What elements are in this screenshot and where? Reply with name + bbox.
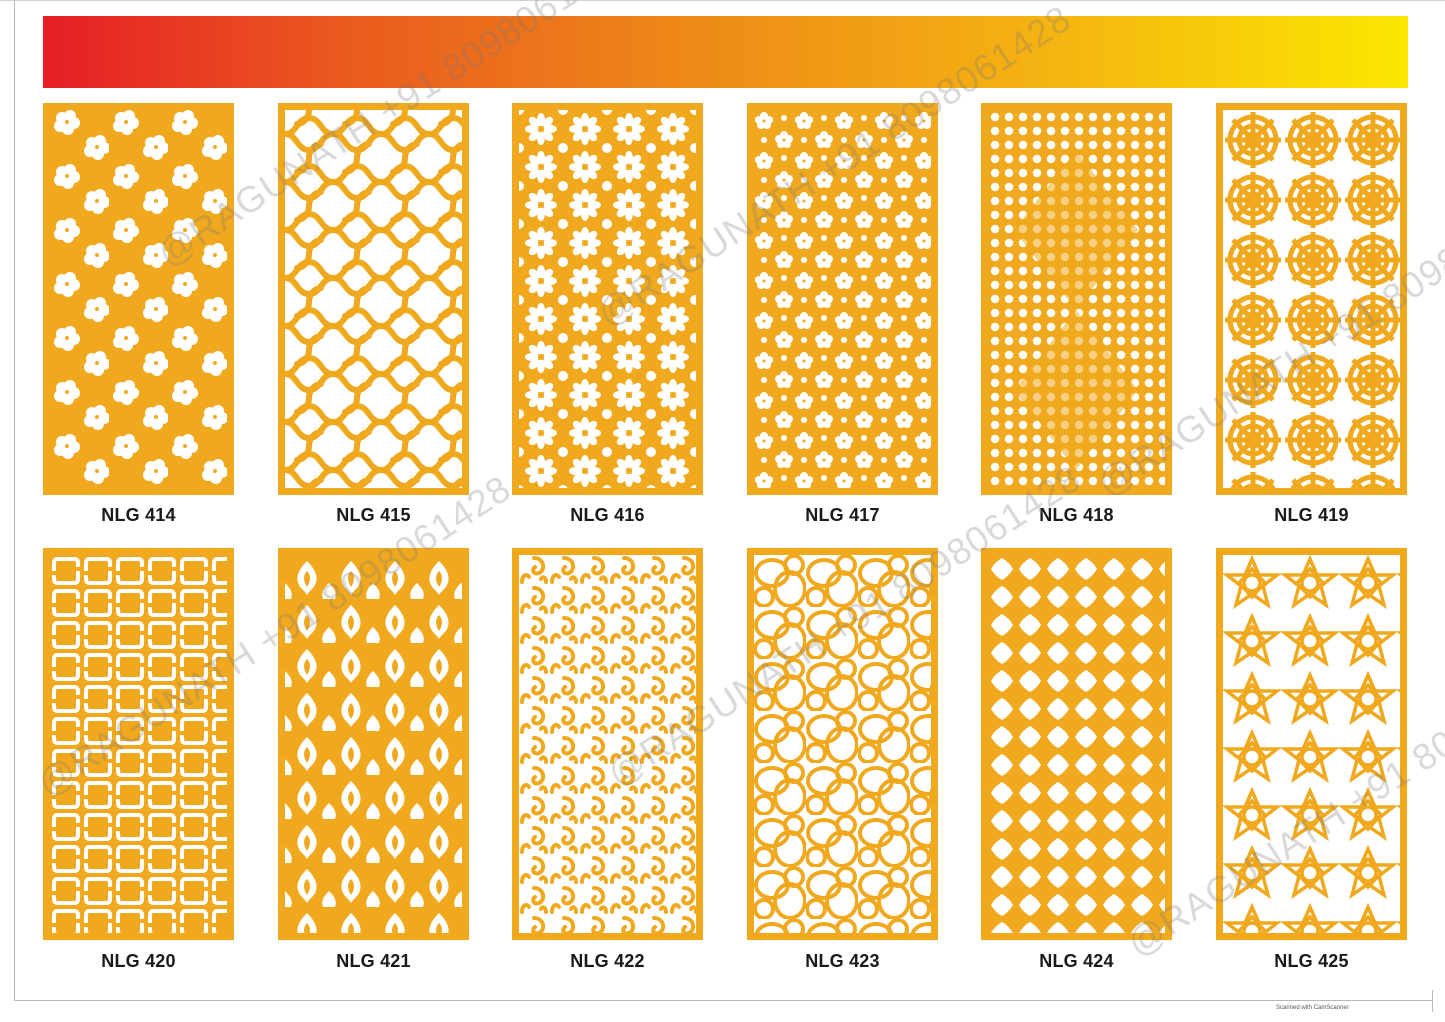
curl-pattern [519, 555, 696, 933]
panel-nlg-422[interactable] [512, 548, 703, 940]
blossom-pattern [754, 110, 931, 488]
star-pattern [1223, 555, 1400, 933]
panel-code-label: NLG 417 [805, 505, 880, 525]
panel-code-label: NLG 420 [101, 951, 176, 971]
panel-code-label: NLG 423 [805, 951, 880, 971]
panel-nlg-421[interactable] [278, 548, 469, 940]
panel-code-label: NLG 414 [101, 505, 176, 525]
panel-code-label: NLG 422 [570, 951, 645, 971]
panel-nlg-425[interactable] [1216, 548, 1407, 940]
daisy-pattern [519, 110, 696, 488]
panel-nlg-418[interactable] [981, 103, 1172, 495]
page-border-top [0, 0, 1445, 1]
panel-nlg-424[interactable] [981, 548, 1172, 940]
page-border-bottom [14, 1000, 1432, 1001]
footer-credit: Scanned with CamScanner [1276, 1005, 1349, 1011]
panel-nlg-414[interactable] [43, 103, 234, 495]
dot-pattern [988, 110, 1165, 488]
gradient-banner [43, 16, 1408, 88]
panel-nlg-420[interactable] [43, 548, 234, 940]
page-border-left [14, 0, 15, 1000]
panel-code-label: NLG 425 [1274, 951, 1349, 971]
scroll-pattern [285, 110, 462, 488]
arabesque-pattern [285, 555, 462, 933]
panel-nlg-415[interactable] [278, 103, 469, 495]
panel-code-label: NLG 424 [1039, 951, 1114, 971]
panel-code-label: NLG 421 [336, 951, 411, 971]
panel-code-label: NLG 418 [1039, 505, 1114, 525]
page-border-right [1432, 990, 1433, 1012]
hibiscus-pattern [50, 110, 227, 488]
panel-code-label: NLG 419 [1274, 505, 1349, 525]
lattice-pattern [988, 555, 1165, 933]
panel-nlg-419[interactable] [1216, 103, 1407, 495]
ring-pattern [754, 555, 931, 933]
panel-nlg-417[interactable] [747, 103, 938, 495]
panel-nlg-416[interactable] [512, 103, 703, 495]
chain-link-pattern [50, 555, 227, 933]
panel-nlg-423[interactable] [747, 548, 938, 940]
panel-code-label: NLG 416 [570, 505, 645, 525]
panel-code-label: NLG 415 [336, 505, 411, 525]
rose-pattern [1223, 110, 1400, 488]
